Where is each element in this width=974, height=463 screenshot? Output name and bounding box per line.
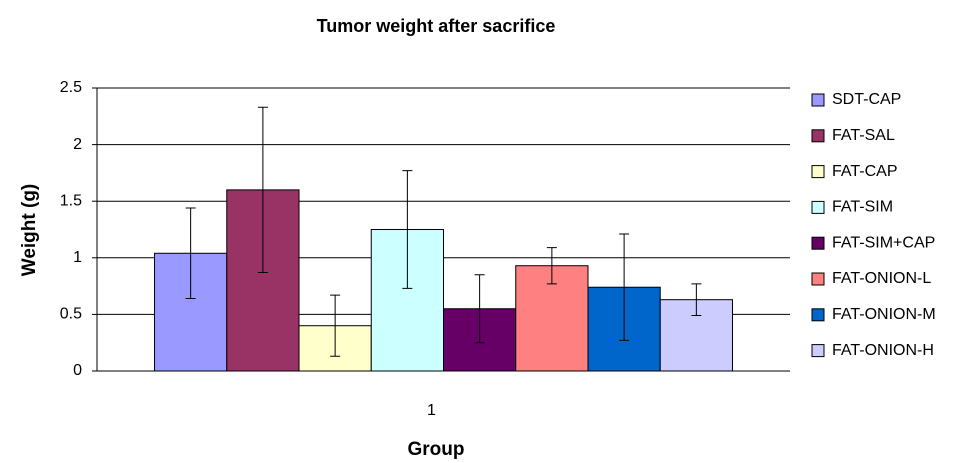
legend-swatch [811,129,825,143]
y-tick-label: 1 [73,249,82,266]
y-tick-label: 2.5 [60,79,82,96]
legend-swatch [811,344,825,358]
x-tick-label: 1 [427,402,436,419]
y-axis-label: Weight (g) [19,184,40,277]
y-tick-label: 2 [73,136,82,153]
legend-label: FAT-SIM [832,199,893,216]
legend-label: FAT-ONION-M [832,306,936,323]
legend-swatch [811,165,825,179]
error-bar [474,274,485,344]
error-bar [546,247,557,285]
legend-label: SDT-CAP [832,91,901,108]
legend-label: FAT-ONION-L [832,270,931,287]
error-bar [619,233,630,341]
legend-swatch [811,93,825,107]
legend-label: FAT-CAP [832,163,898,180]
chart-title: Tumor weight after sacrifice [317,16,556,36]
legend-label: FAT-SIM+CAP [832,234,935,251]
legend-swatch [811,272,825,286]
y-tick-label: 1.5 [60,192,82,209]
error-bar [257,106,268,274]
y-tick-label: 0.5 [60,306,82,323]
error-bar [691,283,702,317]
legend-swatch [811,200,825,214]
legend-swatch [811,308,825,322]
error-bar [330,294,341,357]
y-tick-label: 0 [73,362,82,379]
error-bar [402,170,413,289]
error-bar [185,207,196,300]
legend-label: FAT-SAL [832,127,895,144]
x-axis-label: Group [408,439,465,460]
legend-label: FAT-ONION-H [832,342,934,359]
legend-swatch [811,236,825,250]
